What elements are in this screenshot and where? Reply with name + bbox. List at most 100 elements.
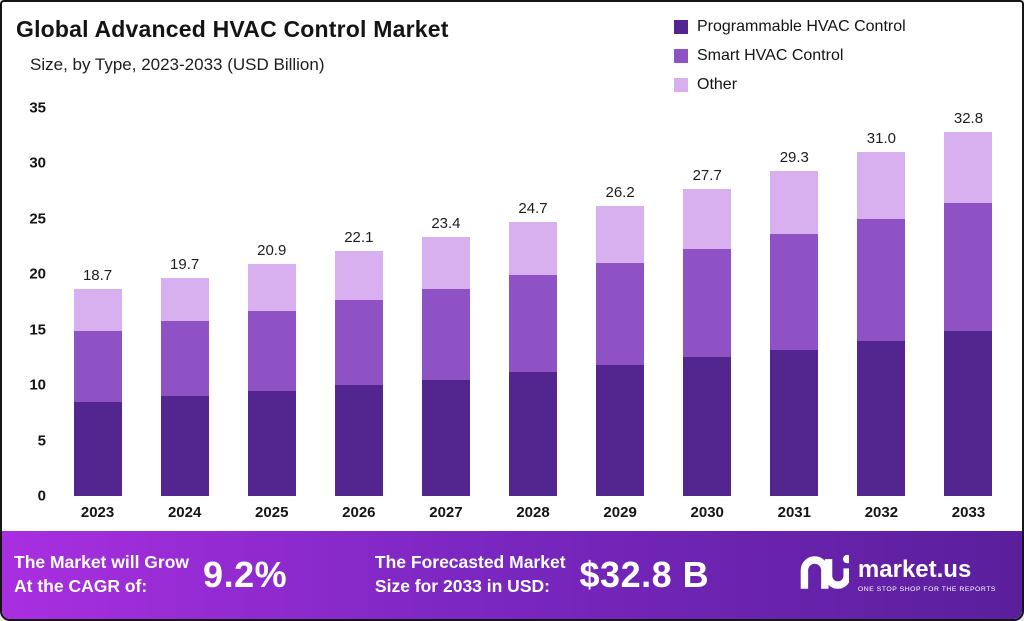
y-axis: 0 5 10 15 20 25 30 35 xyxy=(8,100,54,505)
bar-column: 19.7 xyxy=(141,108,228,496)
bar-total-label: 32.8 xyxy=(953,110,984,128)
plot-area: 18.7 19.7 20.9 22.1 23.4 24.7 26.2 27.7 29.3 31.0… xyxy=(54,108,1012,496)
legend-swatch xyxy=(674,20,688,34)
legend-swatch xyxy=(674,78,688,92)
y-tick-label: 5 xyxy=(37,432,46,450)
bar-column: 24.7 xyxy=(489,108,576,496)
bar-column: 22.1 xyxy=(315,108,402,496)
chart-area: Global Advanced HVAC Control Market Size… xyxy=(2,2,1022,531)
bar-segment xyxy=(160,277,209,321)
bar-total-label: 20.9 xyxy=(257,242,287,260)
y-tick-label: 15 xyxy=(29,321,46,339)
bar-column: 31.0 xyxy=(838,108,925,496)
page-title: Global Advanced HVAC Control Market xyxy=(16,16,449,42)
x-tick-label: 2029 xyxy=(603,504,637,521)
x-axis: 2023 2024 2025 2026 2027 2028 2029 2030 2031 2032… xyxy=(2,496,1022,531)
cagr-label-line2: At the CAGR of: xyxy=(14,576,148,596)
legend-item: Other xyxy=(674,76,1004,94)
bar-segment xyxy=(509,275,558,372)
x-tick-label: 2026 xyxy=(342,504,376,521)
bar-segment xyxy=(683,357,732,496)
bar-segment xyxy=(73,330,122,402)
bar-segment xyxy=(683,188,732,249)
legend: Programmable HVAC Control Smart HVAC Cont… xyxy=(674,16,1004,94)
x-tick-label: 2033 xyxy=(951,504,986,521)
cagr-label-line1: The Market will Grow xyxy=(14,552,190,573)
y-tick-label: 35 xyxy=(29,99,46,117)
cagr-value: 9.2% xyxy=(203,554,288,595)
x-tick-label: 2030 xyxy=(690,504,724,521)
bar-total-label: 23.4 xyxy=(431,214,461,232)
marketus-logo-icon xyxy=(797,552,852,599)
bar-segment xyxy=(596,263,645,366)
bar-segment xyxy=(160,320,209,397)
bar-total-label: 31.0 xyxy=(866,130,896,148)
bar-segment xyxy=(509,371,558,496)
bar-segment xyxy=(857,340,906,496)
logo-name: market.us xyxy=(857,556,972,584)
bar-column: 18.7 xyxy=(54,108,141,496)
bar-segment xyxy=(421,379,470,496)
y-tick-label: 30 xyxy=(29,154,46,172)
bar-segment xyxy=(944,132,993,204)
footer-banner: The Market will Grow At the CAGR of: 9.2… xyxy=(2,531,1022,619)
bar-segment xyxy=(421,288,470,380)
forecast-label: The Forecasted Market Size for 2033 in U… xyxy=(375,551,566,598)
y-tick-label: 25 xyxy=(29,210,46,228)
bar-segment xyxy=(770,349,819,496)
logo-texts: market.us ONE STOP SHOP FOR THE REPORTS xyxy=(858,557,996,592)
bar-segment xyxy=(247,264,296,311)
legend-label: Smart HVAC Control xyxy=(697,47,844,64)
forecast-label-line1: The Forecasted Market xyxy=(374,552,566,573)
legend-label: Other xyxy=(697,76,738,93)
legend-swatch xyxy=(674,49,688,63)
bar-segment xyxy=(596,365,645,496)
y-tick-label: 0 xyxy=(37,487,46,505)
bar-total-label: 19.7 xyxy=(170,255,200,273)
x-tick-label: 2027 xyxy=(429,504,463,521)
bar-total-label: 22.1 xyxy=(344,229,374,247)
bar-column: 29.3 xyxy=(751,108,838,496)
plot-row: 0 5 10 15 20 25 30 35 18.7 19.7 20.9 22.1 23.4 24.7 2… xyxy=(2,94,1022,505)
bar-column: 23.4 xyxy=(402,108,489,496)
bar-total-label: 29.3 xyxy=(779,149,809,167)
forecast-value: $32.8 B xyxy=(579,554,710,595)
bar-column: 32.8 xyxy=(925,108,1012,496)
x-tick-label: 2028 xyxy=(516,504,550,521)
marketus-logo: market.us ONE STOP SHOP FOR THE REPORTS xyxy=(797,552,996,599)
bar-total-label: 27.7 xyxy=(692,166,722,184)
bar-column: 27.7 xyxy=(664,108,751,496)
bar-segment xyxy=(944,203,993,331)
logo-tagline: ONE STOP SHOP FOR THE REPORTS xyxy=(857,585,996,593)
chart-header: Global Advanced HVAC Control Market Size… xyxy=(2,2,1022,94)
x-tick-label: 2025 xyxy=(255,504,289,521)
bar-segment xyxy=(596,205,645,264)
x-tick-label: 2023 xyxy=(80,504,115,521)
bar-segment xyxy=(247,310,296,391)
bar-segment xyxy=(334,299,383,386)
bar-segment xyxy=(247,390,296,496)
bar-segment xyxy=(770,171,819,235)
cagr-label: The Market will Grow At the CAGR of: xyxy=(14,551,189,598)
bar-segment xyxy=(421,236,470,289)
x-tick-label: 2024 xyxy=(167,504,202,521)
bar-segment xyxy=(770,234,819,350)
x-tick-label: 2032 xyxy=(864,504,899,521)
chart-subtitle: Size, by Type, 2023-2033 (USD Billion) xyxy=(30,55,325,74)
bar-total-label: 24.7 xyxy=(518,200,548,218)
bar-segment xyxy=(857,152,906,219)
bar-column: 26.2 xyxy=(577,108,664,496)
bar-total-label: 26.2 xyxy=(605,183,635,201)
y-tick-label: 10 xyxy=(29,376,46,394)
legend-item: Programmable HVAC Control xyxy=(674,18,1004,36)
y-tick-label: 20 xyxy=(29,265,46,283)
bar-column: 20.9 xyxy=(228,108,315,496)
legend-label: Programmable HVAC Control xyxy=(697,18,906,35)
bar-segment xyxy=(509,222,558,276)
bar-segment xyxy=(73,288,122,331)
chart-titles: Global Advanced HVAC Control Market Size… xyxy=(16,16,449,94)
bar-segment xyxy=(857,218,906,341)
bar-segment xyxy=(160,396,209,496)
bar-total-label: 18.7 xyxy=(82,266,113,284)
